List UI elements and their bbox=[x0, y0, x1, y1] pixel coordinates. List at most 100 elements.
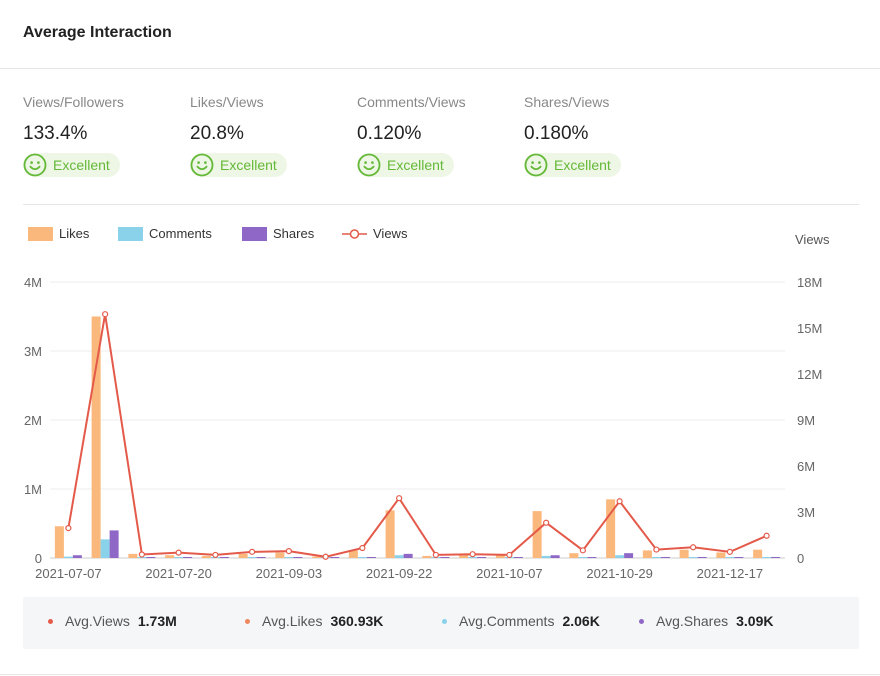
status-badge: Excellent bbox=[23, 153, 120, 177]
bar-shares bbox=[587, 557, 597, 558]
status-badge-text: Excellent bbox=[554, 157, 611, 173]
avg-likes: Avg.Likes 360.93K bbox=[245, 613, 383, 629]
avg-shares-value: 3.09K bbox=[736, 613, 774, 629]
views-point bbox=[102, 311, 109, 318]
views-point bbox=[396, 495, 403, 502]
views-point bbox=[138, 551, 145, 558]
y-tick-label-left: 0 bbox=[35, 551, 42, 566]
bar-comments bbox=[100, 539, 110, 558]
bar-comments bbox=[651, 557, 661, 558]
views-point bbox=[653, 546, 660, 553]
bar-likes bbox=[91, 316, 101, 558]
y-tick-label-right: 12M bbox=[797, 367, 822, 382]
bar-likes bbox=[348, 550, 358, 558]
bar-comments bbox=[468, 557, 478, 558]
views-point bbox=[65, 525, 72, 532]
views-point bbox=[359, 544, 366, 552]
bar-likes bbox=[716, 552, 726, 558]
avg-comments: Avg.Comments 2.06K bbox=[442, 613, 600, 629]
x-tick-label: 2021-12-17 bbox=[697, 566, 764, 581]
views-point bbox=[469, 551, 476, 558]
bar-shares bbox=[440, 557, 450, 558]
bar-shares bbox=[624, 553, 634, 558]
bar-likes bbox=[606, 499, 616, 558]
views-point bbox=[322, 553, 329, 560]
bar-shares bbox=[183, 557, 193, 558]
metric-label: Views/Followers bbox=[23, 94, 124, 110]
avg-views-dot bbox=[48, 618, 53, 624]
views-point bbox=[432, 551, 439, 559]
metric-label: Shares/Views bbox=[524, 94, 610, 110]
x-tick-label: 2021-09-03 bbox=[256, 566, 323, 581]
y-tick-label-right: 9M bbox=[797, 413, 815, 428]
avg-shares-label: Avg.Shares bbox=[656, 613, 729, 629]
bar-likes bbox=[495, 554, 505, 558]
metric-value: 133.4% bbox=[23, 123, 88, 144]
views-point bbox=[175, 549, 182, 556]
avg-comments-value: 2.06K bbox=[562, 613, 600, 629]
bar-comments bbox=[247, 557, 257, 558]
right-axis-title: Views bbox=[795, 232, 830, 247]
x-tick-label: 2021-10-29 bbox=[586, 566, 653, 581]
metric-value: 20.8% bbox=[190, 123, 244, 144]
legend-item-views[interactable]: Views bbox=[342, 226, 407, 241]
y-tick-label-left: 4M bbox=[24, 275, 42, 290]
views-point bbox=[726, 548, 733, 555]
legend-swatch-shares bbox=[242, 226, 267, 241]
bar-likes bbox=[422, 555, 432, 558]
bar-comments bbox=[725, 557, 735, 558]
metric-comments-views: Comments/Views 0.120% Excellent bbox=[357, 94, 517, 182]
bar-shares bbox=[513, 557, 523, 558]
metric-value: 0.120% bbox=[357, 123, 422, 144]
avg-comments-dot bbox=[442, 618, 447, 624]
bar-likes bbox=[569, 553, 579, 558]
views-point bbox=[543, 519, 550, 526]
legend-swatch-views bbox=[342, 228, 367, 239]
bar-comments bbox=[578, 557, 588, 558]
avg-views-label: Avg.Views bbox=[65, 613, 130, 629]
status-badge-text: Excellent bbox=[387, 157, 444, 173]
bar-shares bbox=[403, 553, 413, 558]
legend-item-shares[interactable]: Shares bbox=[242, 226, 314, 241]
views-point bbox=[579, 547, 586, 554]
metric-value: 0.180% bbox=[524, 123, 589, 144]
y-tick-label-right: 0 bbox=[797, 551, 804, 566]
y-tick-label-right: 3M bbox=[797, 505, 815, 520]
bottom-divider bbox=[0, 674, 880, 675]
y-tick-label-left: 3M bbox=[24, 344, 42, 359]
bar-shares bbox=[550, 555, 560, 558]
smile-icon bbox=[190, 153, 214, 177]
bar-likes bbox=[679, 549, 689, 558]
bar-shares bbox=[109, 530, 119, 558]
bar-shares bbox=[366, 556, 376, 558]
page-title: Average Interaction bbox=[23, 24, 172, 41]
views-point bbox=[616, 498, 623, 505]
views-point bbox=[285, 548, 292, 555]
bar-shares bbox=[219, 557, 229, 558]
bar-likes bbox=[532, 511, 542, 558]
avg-likes-dot bbox=[245, 618, 250, 624]
bar-shares bbox=[477, 557, 487, 558]
smile-icon bbox=[23, 153, 47, 177]
legend-item-likes[interactable]: Likes bbox=[28, 226, 89, 241]
bar-comments bbox=[63, 556, 73, 558]
metric-views-followers: Views/Followers 133.4% Excellent bbox=[23, 94, 183, 182]
bar-shares bbox=[771, 556, 781, 558]
averages-bar: Avg.Views 1.73M Avg.Likes 360.93K Avg.Co… bbox=[23, 597, 859, 649]
bar-likes bbox=[312, 556, 322, 558]
legend-label-views: Views bbox=[373, 226, 408, 241]
bar-shares bbox=[330, 557, 340, 558]
legend-item-comments[interactable]: Comments bbox=[118, 226, 212, 241]
avg-likes-label: Avg.Likes bbox=[262, 613, 323, 629]
y-tick-label-right: 15M bbox=[797, 321, 822, 336]
bar-likes bbox=[165, 555, 175, 558]
avg-comments-label: Avg.Comments bbox=[459, 613, 555, 629]
bar-shares bbox=[146, 557, 156, 558]
section-header: Average Interaction bbox=[0, 0, 880, 69]
legend-label-likes: Likes bbox=[59, 226, 90, 241]
smile-icon bbox=[357, 153, 381, 177]
bar-likes bbox=[753, 549, 763, 558]
avg-views-value: 1.73M bbox=[137, 613, 177, 629]
avg-views: Avg.Views 1.73M bbox=[48, 613, 177, 629]
avg-shares: Avg.Shares 3.09K bbox=[639, 613, 773, 629]
